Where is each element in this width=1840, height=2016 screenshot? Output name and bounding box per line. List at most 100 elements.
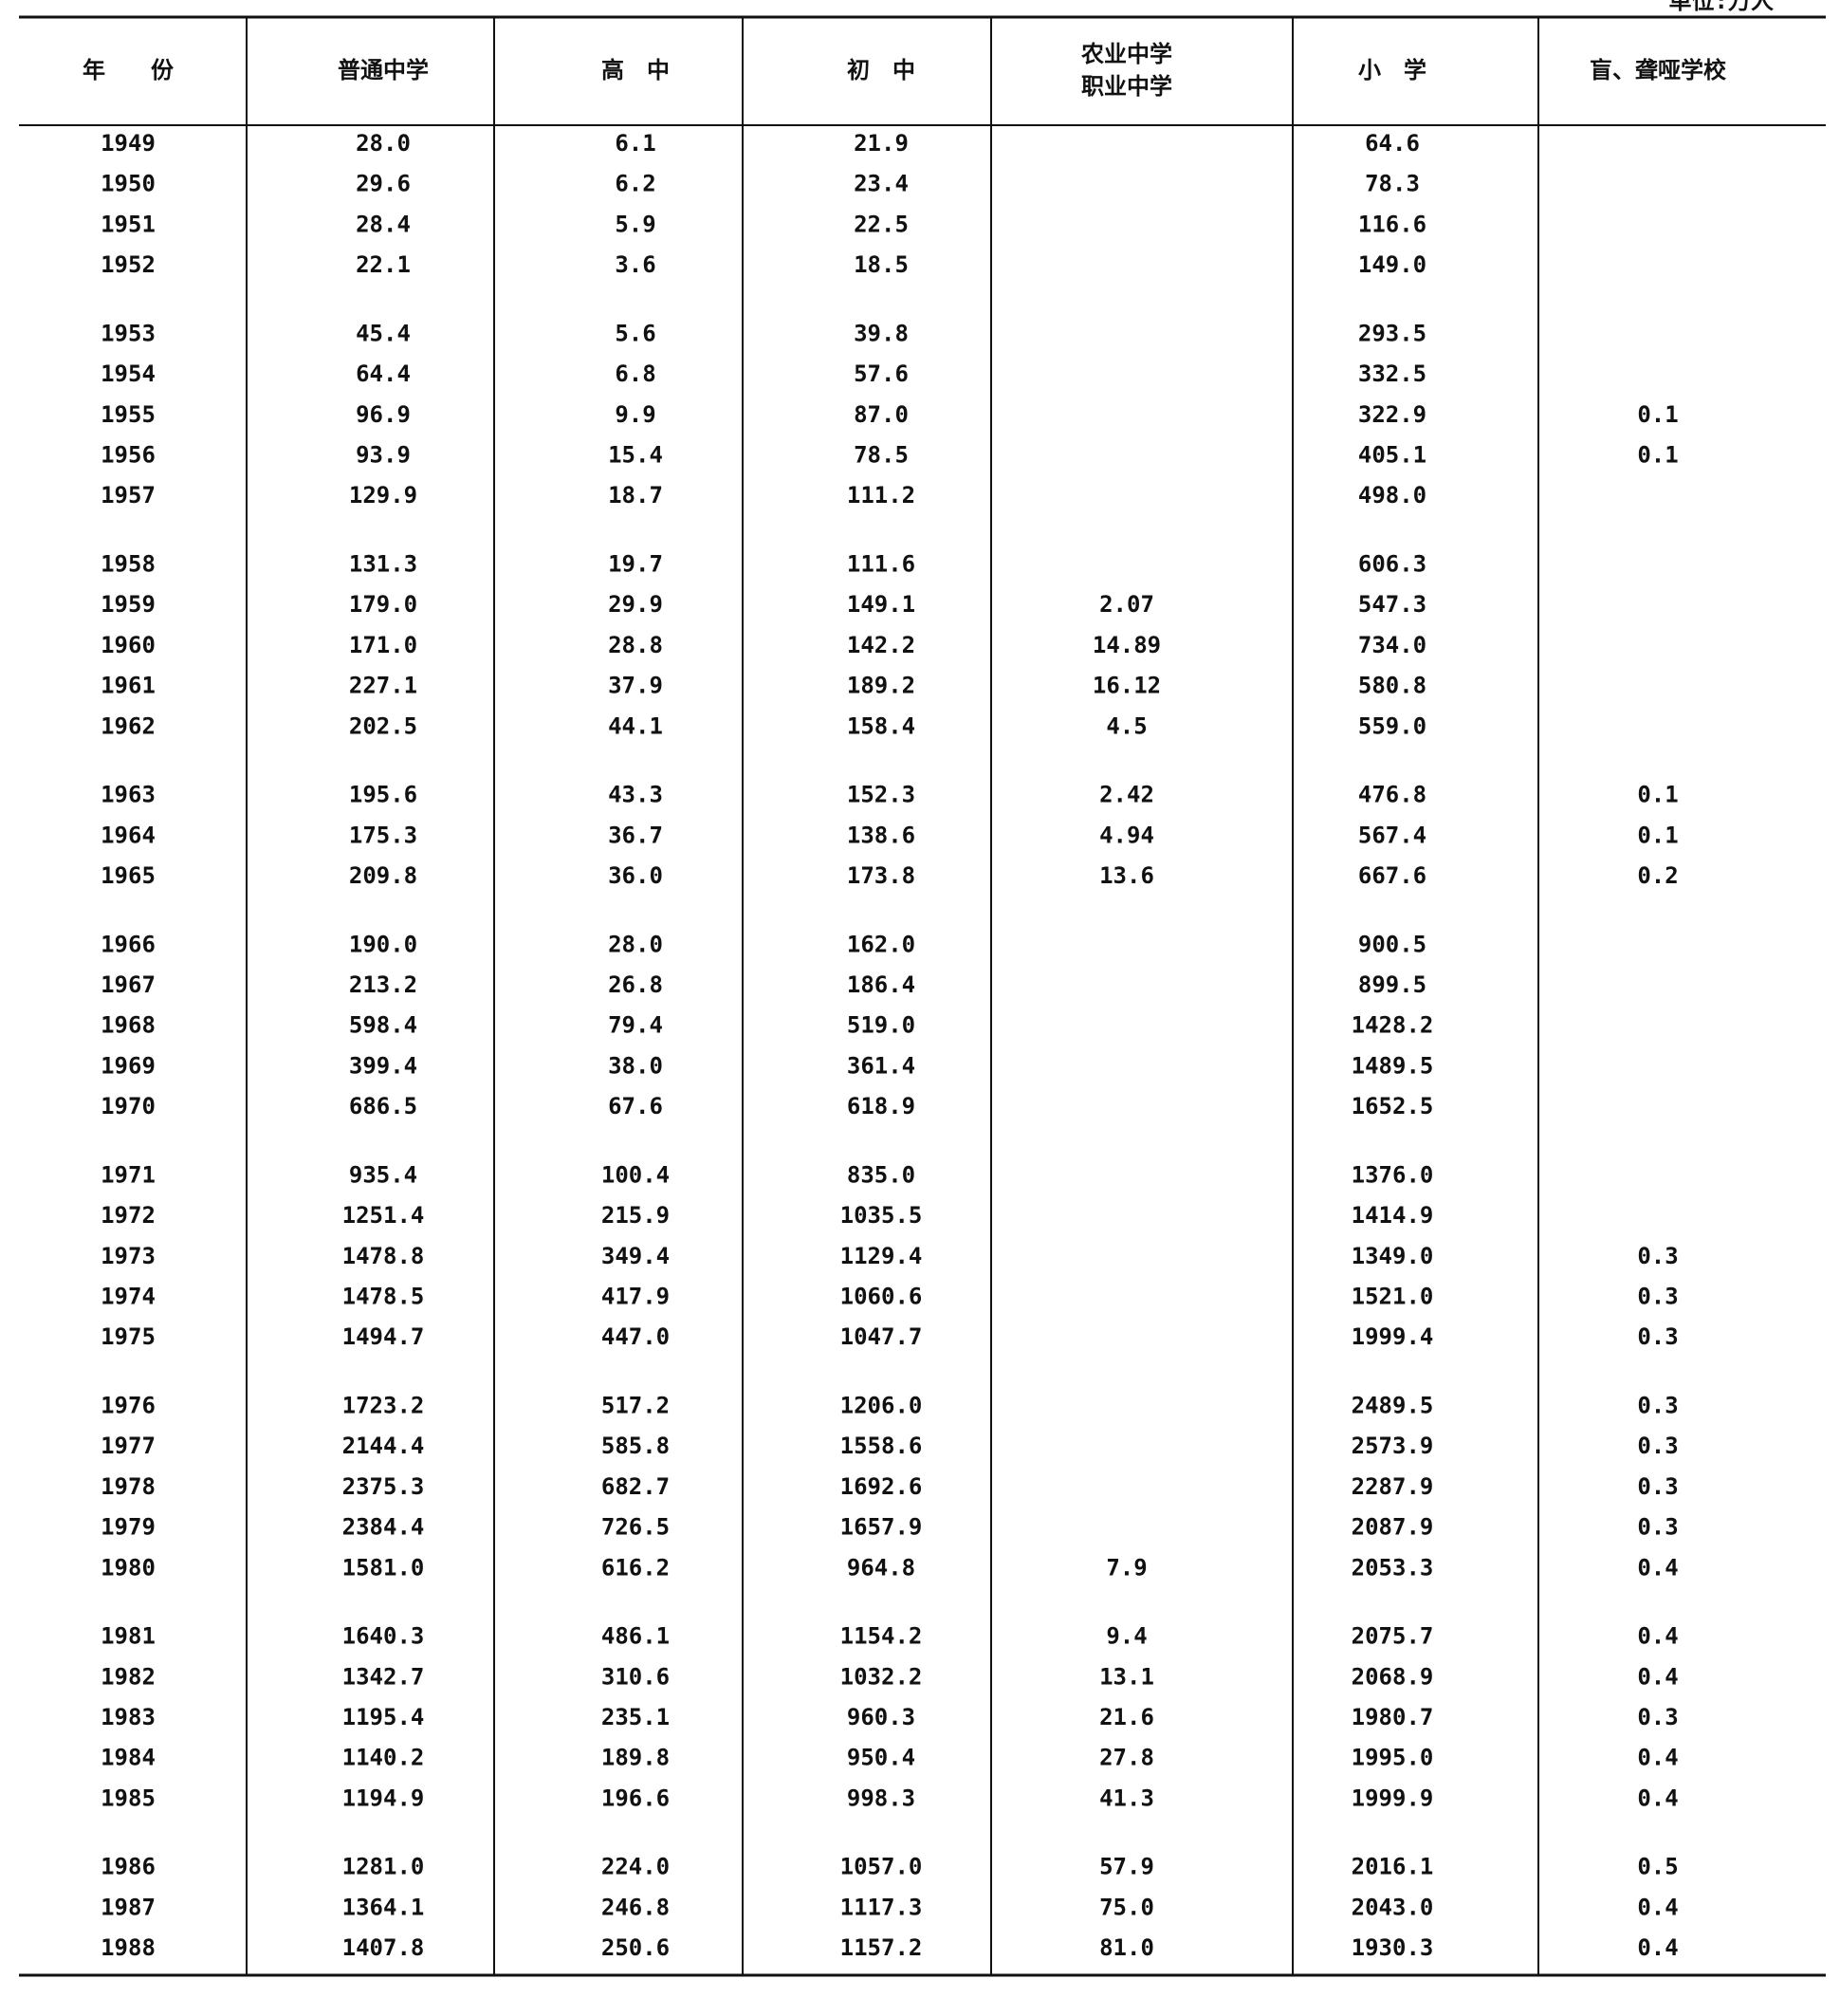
value-cell: 1428.2 <box>1352 1012 1434 1039</box>
year-cell: 1953 <box>101 320 156 346</box>
value-cell: 5.9 <box>615 211 655 237</box>
value-cell: 29.9 <box>608 591 663 618</box>
value-cell: 1930.3 <box>1352 1934 1434 1961</box>
value-cell: 79.4 <box>608 1012 663 1039</box>
value-cell: 361.4 <box>847 1052 915 1079</box>
value-cell: 2043.0 <box>1352 1894 1434 1920</box>
value-cell: 96.9 <box>356 401 411 428</box>
year-cell: 1961 <box>101 673 156 699</box>
value-cell: 0.4 <box>1637 1554 1678 1581</box>
value-cell: 189.2 <box>847 673 915 699</box>
value-cell: 585.8 <box>601 1433 670 1459</box>
column-header: 年 份 <box>83 57 175 83</box>
year-cell: 1983 <box>101 1704 156 1730</box>
value-cell: 1194.9 <box>342 1785 425 1811</box>
value-cell: 28.0 <box>356 130 411 157</box>
value-cell: 18.7 <box>608 482 663 509</box>
value-cell: 606.3 <box>1358 551 1426 578</box>
value-cell: 682.7 <box>601 1473 670 1500</box>
year-cell: 1956 <box>101 442 156 469</box>
value-cell: 498.0 <box>1358 482 1426 509</box>
year-cell: 1987 <box>101 1894 156 1920</box>
year-cell: 1974 <box>101 1284 156 1310</box>
value-cell: 1060.6 <box>840 1284 923 1310</box>
value-cell: 152.3 <box>847 782 915 808</box>
value-cell: 7.9 <box>1106 1554 1147 1581</box>
value-cell: 131.3 <box>349 551 417 578</box>
value-cell: 686.5 <box>349 1093 417 1119</box>
year-cell: 1965 <box>101 862 156 889</box>
unit-label: 单位:万人 <box>1669 0 1774 14</box>
value-cell: 18.5 <box>854 251 909 278</box>
value-cell: 0.1 <box>1637 442 1678 469</box>
value-cell: 332.5 <box>1358 361 1426 387</box>
value-cell: 175.3 <box>349 822 417 848</box>
value-cell: 293.5 <box>1358 320 1426 346</box>
year-cell: 1949 <box>101 130 156 157</box>
value-cell: 476.8 <box>1358 782 1426 808</box>
value-cell: 1980.7 <box>1352 1704 1434 1730</box>
value-cell: 57.9 <box>1099 1854 1154 1880</box>
value-cell: 2053.3 <box>1352 1554 1434 1581</box>
column-header: 盲、聋哑学校 <box>1590 57 1727 83</box>
value-cell: 1640.3 <box>342 1623 425 1650</box>
value-cell: 349.4 <box>601 1243 670 1269</box>
column-header: 职业中学 <box>1081 73 1172 100</box>
value-cell: 26.8 <box>608 971 663 998</box>
value-cell: 0.4 <box>1637 1745 1678 1771</box>
value-cell: 28.4 <box>356 211 411 237</box>
value-cell: 64.4 <box>356 361 411 387</box>
value-cell: 22.5 <box>854 211 909 237</box>
year-cell: 1979 <box>101 1514 156 1541</box>
year-cell: 1971 <box>101 1161 156 1188</box>
value-cell: 111.2 <box>847 482 915 509</box>
value-cell: 322.9 <box>1358 401 1426 428</box>
value-cell: 19.7 <box>608 551 663 578</box>
value-cell: 1117.3 <box>840 1894 923 1920</box>
column-header: 初 中 <box>847 57 915 83</box>
value-cell: 111.6 <box>847 551 915 578</box>
year-cell: 1970 <box>101 1093 156 1119</box>
value-cell: 2016.1 <box>1352 1854 1434 1880</box>
value-cell: 1376.0 <box>1352 1161 1434 1188</box>
value-cell: 0.3 <box>1637 1473 1678 1500</box>
value-cell: 213.2 <box>349 971 417 998</box>
value-cell: 41.3 <box>1099 1785 1154 1811</box>
value-cell: 81.0 <box>1099 1934 1154 1961</box>
value-cell: 44.1 <box>608 712 663 739</box>
value-cell: 2375.3 <box>342 1473 425 1500</box>
value-cell: 142.2 <box>847 632 915 658</box>
value-cell: 22.1 <box>356 251 411 278</box>
year-cell: 1988 <box>101 1934 156 1961</box>
value-cell: 4.94 <box>1099 822 1154 848</box>
value-cell: 227.1 <box>349 673 417 699</box>
value-cell: 15.4 <box>608 442 663 469</box>
value-cell: 567.4 <box>1358 822 1426 848</box>
year-cell: 1957 <box>101 482 156 509</box>
column-header: 高 中 <box>601 57 670 83</box>
value-cell: 1558.6 <box>840 1433 923 1459</box>
year-cell: 1962 <box>101 712 156 739</box>
value-cell: 158.4 <box>847 712 915 739</box>
value-cell: 0.3 <box>1637 1433 1678 1459</box>
value-cell: 935.4 <box>349 1161 417 1188</box>
year-cell: 1969 <box>101 1052 156 1079</box>
value-cell: 998.3 <box>847 1785 915 1811</box>
value-cell: 37.9 <box>608 673 663 699</box>
value-cell: 45.4 <box>356 320 411 346</box>
value-cell: 310.6 <box>601 1663 670 1690</box>
value-cell: 4.5 <box>1106 712 1147 739</box>
value-cell: 1478.5 <box>342 1284 425 1310</box>
value-cell: 202.5 <box>349 712 417 739</box>
value-cell: 517.2 <box>601 1393 670 1419</box>
value-cell: 1494.7 <box>342 1323 425 1350</box>
value-cell: 13.6 <box>1099 862 1154 889</box>
value-cell: 547.3 <box>1358 591 1426 618</box>
value-cell: 0.4 <box>1637 1623 1678 1650</box>
value-cell: 38.0 <box>608 1052 663 1079</box>
value-cell: 1999.9 <box>1352 1785 1434 1811</box>
value-cell: 0.3 <box>1637 1393 1678 1419</box>
value-cell: 0.4 <box>1637 1663 1678 1690</box>
value-cell: 1723.2 <box>342 1393 425 1419</box>
